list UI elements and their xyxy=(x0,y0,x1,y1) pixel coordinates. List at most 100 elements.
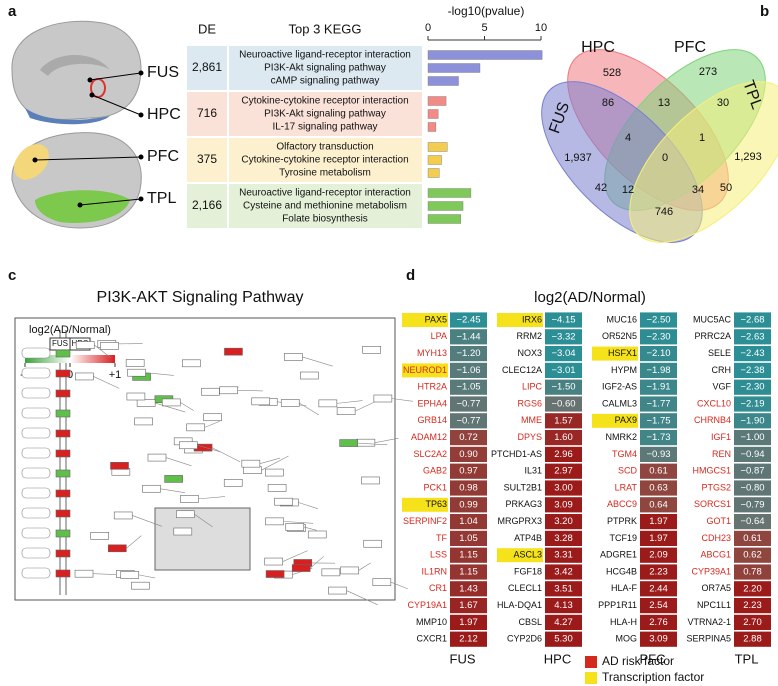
pathway-edge xyxy=(357,442,388,446)
pathway-node xyxy=(201,387,220,396)
gene-label: PAX5 xyxy=(425,314,447,324)
ligand-node xyxy=(21,367,51,379)
pathway-edge xyxy=(283,521,314,524)
venn-count: 0 xyxy=(662,152,668,164)
ligand-node xyxy=(21,547,51,559)
cell-value: 3.20 xyxy=(554,516,573,527)
cell-value: −0.64 xyxy=(740,516,764,527)
pathway-node xyxy=(100,342,119,350)
heat-cell xyxy=(734,598,771,614)
tf-highlight xyxy=(402,497,448,512)
pathway-node xyxy=(74,569,94,578)
tf-highlight xyxy=(497,313,543,327)
pathway-edge xyxy=(204,420,220,428)
cell-value: −1.75 xyxy=(646,415,670,426)
cell-value: 2.54 xyxy=(649,600,668,611)
heat-cell xyxy=(450,564,487,580)
gene-label: IL1RN xyxy=(421,566,447,576)
cell-value: 0.62 xyxy=(743,550,762,561)
heat-cell xyxy=(640,514,677,530)
ligand-node xyxy=(21,467,51,479)
ligand-node xyxy=(21,527,51,539)
cell-value: 0.99 xyxy=(459,499,478,510)
cell-value: −1.50 xyxy=(551,382,575,393)
cell-value: −2.63 xyxy=(740,331,764,342)
gene-label: CRH xyxy=(712,365,732,375)
heat-cell xyxy=(545,346,582,362)
heat-cell xyxy=(450,413,487,429)
pathway-node xyxy=(110,462,129,470)
heat-cell xyxy=(734,379,771,395)
heat-cell xyxy=(545,614,582,630)
heat-cell xyxy=(640,346,677,362)
gene-label: LSS xyxy=(430,550,447,560)
region-dot xyxy=(138,112,144,118)
cell-value: 2.44 xyxy=(649,583,668,594)
region-pointer xyxy=(89,72,142,81)
panel-label: c xyxy=(8,267,16,284)
membrane-node xyxy=(55,409,71,418)
cell-value: −1.20 xyxy=(456,348,480,359)
region-pointer xyxy=(91,94,142,116)
venn-count: 13 xyxy=(658,97,670,109)
gene-label: HTR2A xyxy=(417,382,447,392)
heat-cell xyxy=(640,329,677,345)
pathway-node xyxy=(318,399,338,408)
cell-value: 3.51 xyxy=(554,583,573,594)
pathway-edge xyxy=(391,398,414,402)
gene-label: MOG xyxy=(616,634,638,644)
gene-label: TCF19 xyxy=(609,533,637,543)
pathway-node xyxy=(340,566,359,575)
gene-label: ADGRE1 xyxy=(600,550,637,560)
pathway-node xyxy=(265,517,284,526)
pathway-node xyxy=(372,578,392,586)
membrane-node xyxy=(55,369,71,378)
heat-cell xyxy=(734,413,771,429)
heat-cell xyxy=(545,312,582,328)
cell-value: −2.50 xyxy=(646,315,670,326)
de-count: 2,861 xyxy=(192,60,222,74)
heat-cell xyxy=(640,362,677,378)
membrane-node xyxy=(55,549,71,558)
venn-count: 42 xyxy=(595,182,607,194)
bar xyxy=(427,109,439,119)
membrane-node xyxy=(55,429,71,438)
pathway-node xyxy=(131,581,150,590)
cell-value: 0.63 xyxy=(649,483,668,494)
pathway-node xyxy=(363,539,383,548)
pathway-edge xyxy=(261,455,289,471)
gene-label: PRRC2A xyxy=(694,331,731,341)
membrane-node xyxy=(55,349,71,358)
venn-count: 12 xyxy=(622,184,634,196)
heat-cell xyxy=(640,581,677,597)
heatmap-title: log2(AD/Normal) xyxy=(534,289,646,306)
pathway-node xyxy=(373,394,393,403)
cell-value: −0.77 xyxy=(456,415,480,426)
cell-value: −0.87 xyxy=(740,466,764,477)
gene-label: SORCS1 xyxy=(694,499,731,509)
gene-label: PAX9 xyxy=(615,415,637,425)
heat-cell xyxy=(450,446,487,462)
pathway-node xyxy=(284,353,303,361)
cell-value: 1.97 xyxy=(649,516,668,527)
pathway-edge xyxy=(94,344,112,358)
pathway-node xyxy=(265,468,284,477)
panel-label: a xyxy=(8,3,17,20)
pathway-node xyxy=(180,495,199,503)
pathway-node xyxy=(241,459,261,468)
column-label: PFC xyxy=(640,651,666,666)
heat-cell xyxy=(545,530,582,546)
pathway-node xyxy=(339,439,358,447)
gene-label: NMRK2 xyxy=(605,432,637,442)
gene-label: MMP10 xyxy=(416,617,447,627)
bar xyxy=(427,142,448,152)
gene-label: CXCL10 xyxy=(697,398,731,408)
venn-label: HPC xyxy=(581,39,615,56)
pathway-edge xyxy=(126,535,142,549)
gene-label: ADAM12 xyxy=(411,432,447,442)
venn-count: 273 xyxy=(699,66,717,78)
legend-label: AD risk factor xyxy=(602,654,674,668)
gene-label: MUC5AC xyxy=(693,314,732,324)
pathway-title: PI3K-AKT Signaling Pathway xyxy=(97,289,304,306)
gene-label: TGM4 xyxy=(612,449,637,459)
